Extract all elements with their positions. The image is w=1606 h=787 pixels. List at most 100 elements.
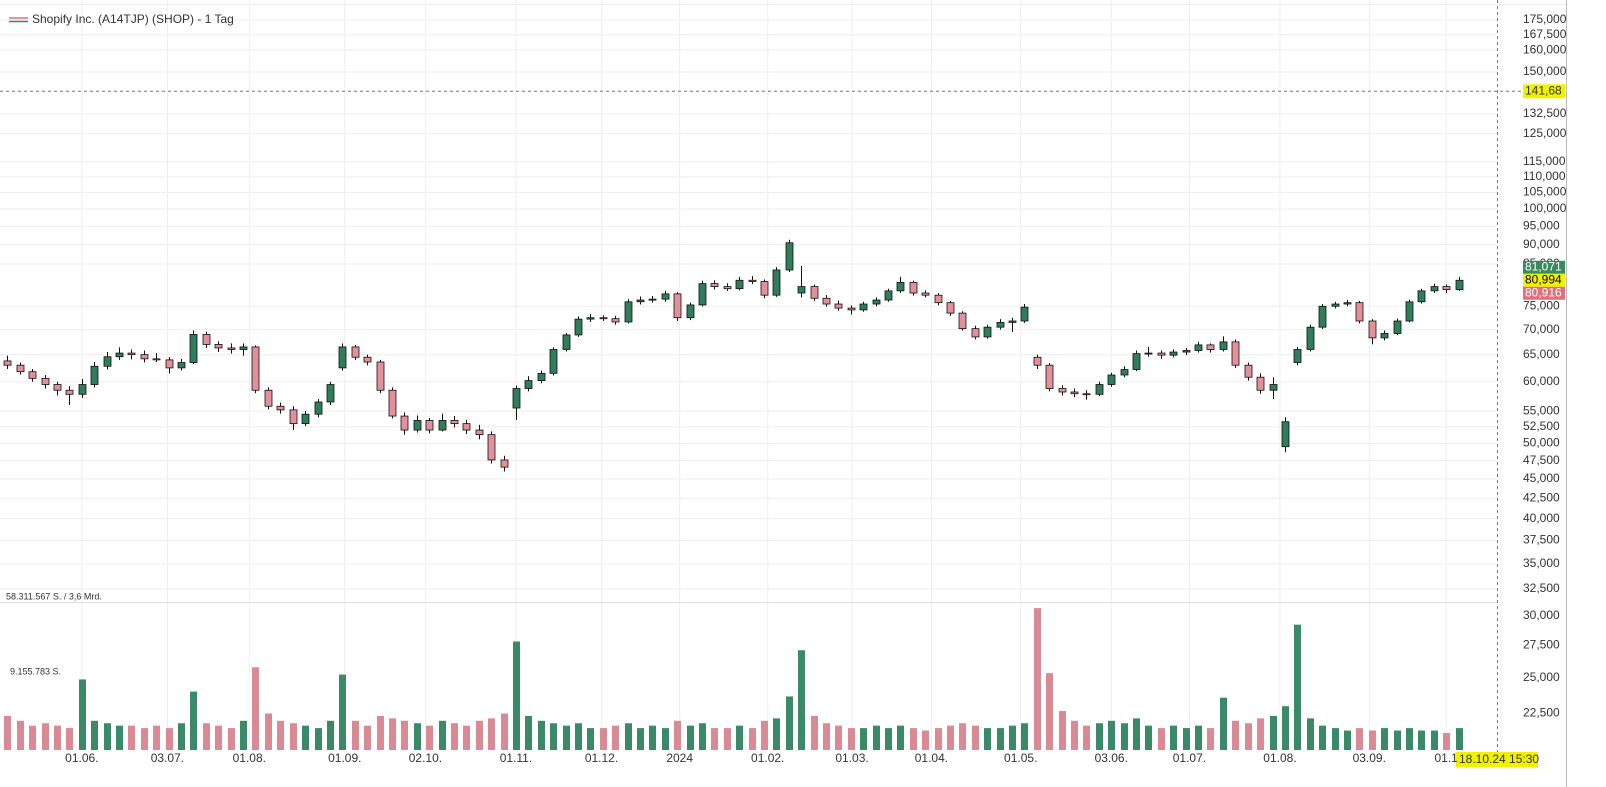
volume-bar (104, 723, 111, 750)
volume-bar (525, 715, 532, 750)
volume-bar (662, 728, 669, 750)
y-tick-label: 132,500 (1523, 106, 1567, 120)
volume-bar (439, 720, 446, 750)
volume-bar (1456, 728, 1463, 750)
volume-bar (761, 720, 768, 750)
candle-body (301, 413, 310, 425)
volume-bar (1369, 730, 1376, 750)
candle-body (946, 302, 955, 314)
candle-body (165, 359, 174, 369)
candle-body (710, 283, 719, 287)
volume-bar (1195, 725, 1202, 750)
y-tick-label: 100,000 (1523, 201, 1567, 215)
candle-body (1058, 388, 1067, 393)
price-label: 81,071 (1525, 259, 1562, 273)
candle-body (512, 388, 521, 409)
candle-body (934, 294, 943, 304)
volume-bar (141, 728, 148, 750)
volume-bar (935, 728, 942, 750)
candle-body (1293, 349, 1302, 363)
candle-body (1455, 279, 1464, 290)
y-tick-label: 75,000 (1523, 298, 1560, 312)
y-tick-label: 30,000 (1523, 608, 1560, 622)
volume-bar (1319, 725, 1326, 750)
candle-body (351, 346, 360, 358)
volume-bar (972, 725, 979, 750)
volume-bar (1245, 723, 1252, 750)
x-tick-label: 01.1 (1434, 751, 1458, 765)
volume-bar (1394, 730, 1401, 750)
candle-body (1182, 350, 1191, 353)
candle-body (859, 303, 868, 311)
volume-bar (587, 728, 594, 750)
candle-body (214, 343, 223, 349)
volume-bar (54, 725, 61, 750)
volume-bar (1282, 706, 1289, 750)
candle-body (363, 356, 372, 363)
candle-body (41, 377, 50, 385)
candle-body (1082, 393, 1091, 396)
candle-body (1132, 353, 1141, 370)
volume-bar (1332, 728, 1339, 750)
x-tick-label: 01.06. (65, 751, 98, 765)
y-tick-label: 55,000 (1523, 403, 1560, 417)
volume-bar (637, 728, 644, 750)
x-tick-label: 01.02. (751, 751, 784, 765)
candle-body (338, 346, 347, 369)
candle-body (65, 389, 74, 395)
candle-body (1306, 326, 1315, 350)
volume-bar (1344, 730, 1351, 750)
volume-bar (786, 696, 793, 750)
candle-body (983, 326, 992, 338)
y-tick-label: 115,000 (1523, 154, 1566, 168)
candle-body (276, 405, 285, 411)
volume-bar (42, 723, 49, 750)
candle-body (500, 459, 509, 468)
volume-bar (1096, 723, 1103, 750)
candle-body (127, 352, 136, 356)
volume-bar (4, 715, 11, 750)
y-tick-label: 167,500 (1523, 27, 1567, 41)
volume-bar (513, 641, 520, 750)
x-tick-label: 01.09. (328, 751, 361, 765)
candle-body (376, 361, 385, 391)
candle-body (673, 293, 682, 319)
volume-bar (488, 718, 495, 750)
chart-title: Shopify Inc. (A14TJP) (SHOP) - 1 Tag (32, 12, 234, 26)
volume-bar (1059, 711, 1066, 750)
volume-bar (612, 725, 619, 750)
volume-bar (203, 723, 210, 750)
volume-bar (265, 713, 272, 750)
volume-bar (389, 718, 396, 750)
candle-body (921, 292, 930, 296)
candle-body (450, 420, 459, 425)
candle-body (16, 364, 25, 373)
crosshair-label-bg (1523, 84, 1565, 99)
volume-bar (364, 725, 371, 750)
y-tick-label: 70,000 (1523, 322, 1560, 336)
y-tick-label: 65,000 (1523, 347, 1560, 361)
candle-body (1269, 384, 1278, 391)
volume-bar (1133, 718, 1140, 750)
y-tick-label: 47,500 (1523, 453, 1560, 467)
candle-body (822, 297, 831, 305)
volume-bar (29, 725, 36, 750)
candle-body (760, 281, 769, 296)
candle-body (1206, 344, 1215, 350)
candle-body (202, 334, 211, 345)
candle-body (438, 420, 447, 431)
candle-body (1442, 286, 1451, 290)
volume-bar (1257, 718, 1264, 750)
x-tick-label: 01.07. (1173, 751, 1206, 765)
volume-bar (885, 728, 892, 750)
candle-body (1368, 320, 1377, 339)
candle-body (909, 281, 918, 294)
candle-body (1219, 341, 1228, 350)
candle-body (1331, 303, 1340, 307)
candle-body (1095, 384, 1104, 395)
candle-body (896, 281, 905, 292)
candle-body (834, 303, 843, 309)
candle-body (599, 317, 608, 320)
